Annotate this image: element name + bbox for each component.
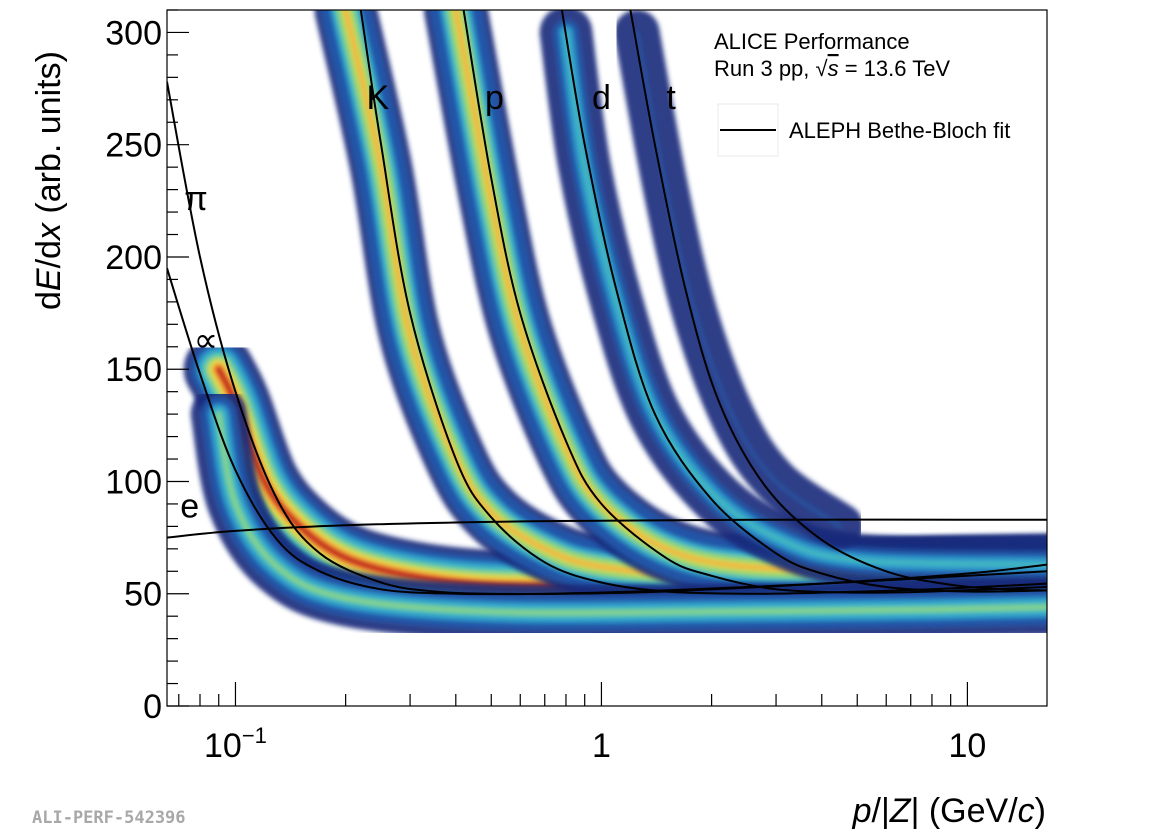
density-band-triton [614,10,864,550]
y-tick-label: 250 [105,127,162,165]
fit-curve-p [462,10,1047,594]
species-labels: e ∝ π K p d t [180,79,676,526]
y-axis-title: dE/dx (arb. units) [30,51,68,310]
fit-curve-d [560,10,1047,593]
x-tick-label: 10−1 [204,723,267,765]
y-tick-label: 300 [105,14,162,52]
y-tick-label: 200 [105,239,162,277]
species-label: p [485,79,504,117]
y-axis: 0 50 100 150 200 250 300 [105,9,189,726]
x-tick-label: 1 [592,727,611,765]
density-band-low-edge [190,386,1047,641]
figure-id: ALI-PERF-542396 [32,808,186,828]
species-label: ∝ [194,321,218,359]
annotation-line1: ALICE Performance [714,29,910,54]
x-axis: 10−1 1 10 [178,682,986,765]
annotation-line2: Run 3 pp, √s = 13.6 TeV [714,56,950,81]
fit-curve-t [629,10,1047,592]
species-label: d [592,79,611,117]
y-tick-label: 150 [105,351,162,389]
fit-curves [167,10,1047,596]
density-layer [183,10,1047,641]
x-tick-label: 10 [948,727,986,765]
legend: ALEPH Bethe-Bloch fit [717,103,1010,157]
legend-label: ALEPH Bethe-Bloch fit [789,118,1010,143]
species-label: π [184,180,207,218]
species-label: t [666,79,676,117]
species-label: e [180,487,199,525]
plot-frame [166,9,1048,707]
species-label: K [367,79,390,117]
y-tick-label: 50 [124,576,162,614]
y-tick-label: 0 [143,688,162,726]
y-tick-label: 100 [105,463,162,501]
fit-curve-π [167,81,1047,595]
x-axis-title: p/|Z| (GeV/c) [852,792,1046,830]
